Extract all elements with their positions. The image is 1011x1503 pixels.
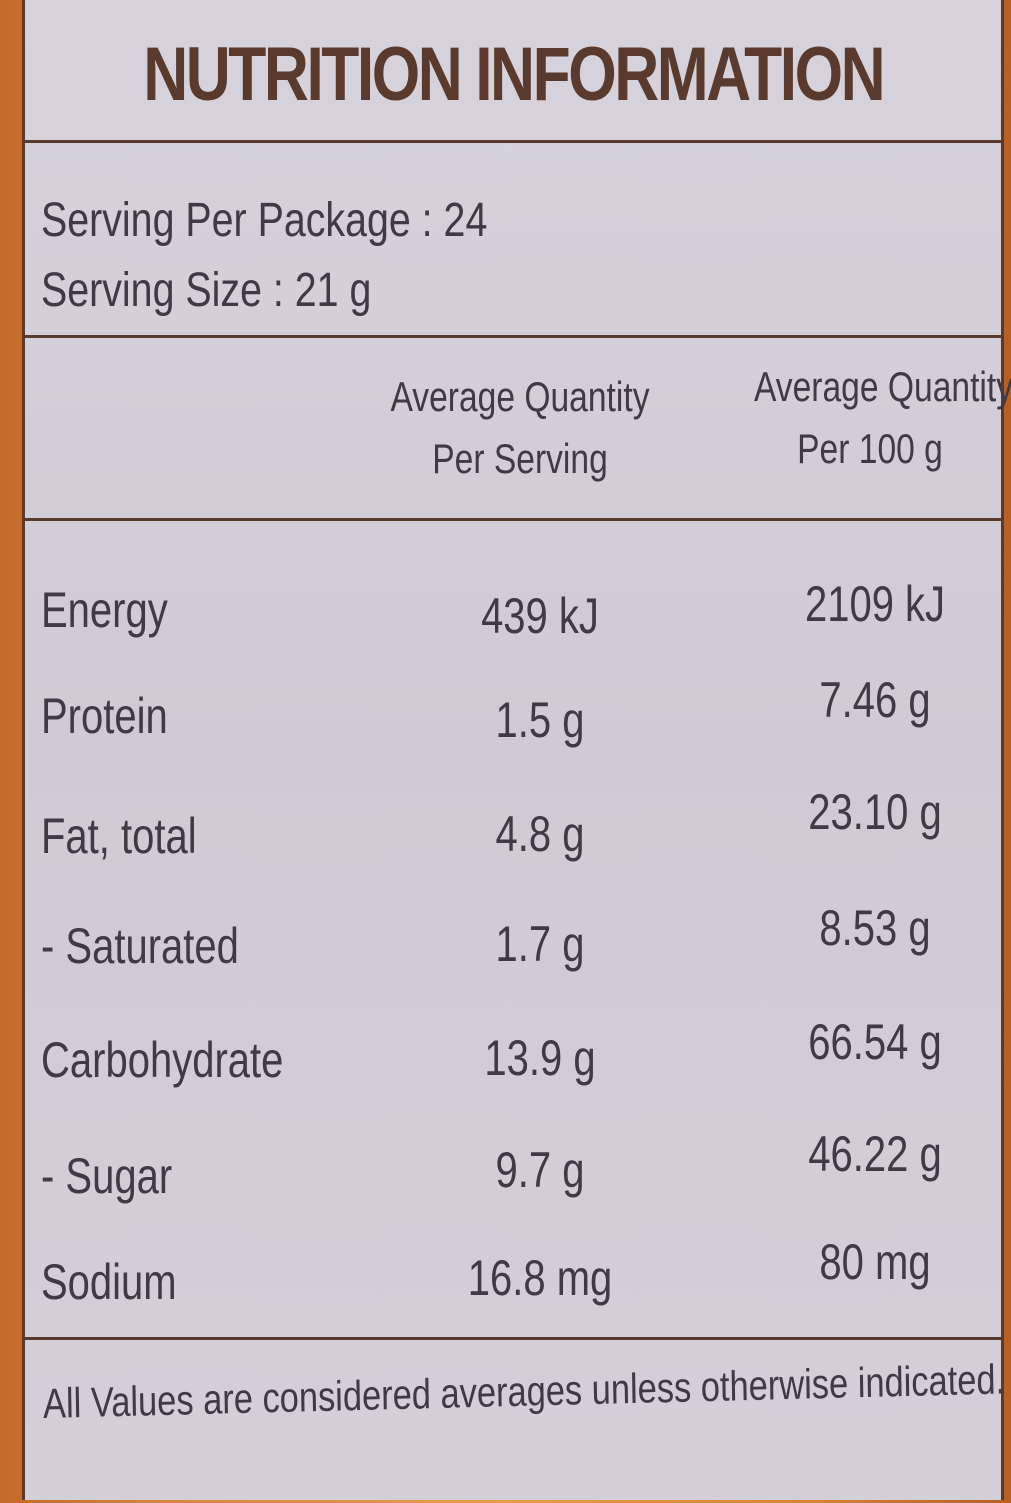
servings-per-package: Serving Per Package : 24 bbox=[41, 194, 488, 247]
value-per-serving: 439 kJ bbox=[481, 588, 599, 644]
label-title: NUTRITION INFORMATION bbox=[143, 31, 885, 117]
table-row: Fat, total 4.8 g 23.10 g bbox=[25, 783, 1001, 895]
nutrient-name: - Sugar bbox=[41, 1148, 173, 1204]
nutrition-label-panel: NUTRITION INFORMATION Serving Per Packag… bbox=[22, 0, 1011, 1503]
footer-text: All Values are considered averages unles… bbox=[42, 1355, 1006, 1427]
value-per-serving: 4.8 g bbox=[495, 806, 585, 862]
title-row: NUTRITION INFORMATION bbox=[25, 8, 1001, 143]
value-per-serving: 1.5 g bbox=[495, 692, 585, 748]
value-per-100g: 46.22 g bbox=[808, 1126, 942, 1182]
value-per-100g: 2109 kJ bbox=[804, 576, 946, 632]
nutrient-name: - Saturated bbox=[41, 918, 239, 974]
column-header-per-100g-line2: Per 100 g bbox=[797, 425, 943, 472]
value-per-serving: 9.7 g bbox=[495, 1142, 585, 1198]
value-per-serving: 16.8 mg bbox=[467, 1250, 613, 1306]
value-per-100g: 23.10 g bbox=[808, 784, 942, 840]
value-per-100g: 8.53 g bbox=[819, 900, 931, 956]
column-header-per-100g-line1: Average Quantity bbox=[754, 363, 1011, 410]
footer-note: All Values are considered averages unles… bbox=[25, 1337, 1006, 1503]
serving-info: Serving Per Package : 24 Serving Size : … bbox=[25, 143, 1001, 338]
serving-size: Serving Size : 21 g bbox=[41, 264, 372, 317]
value-per-100g: 7.46 g bbox=[819, 672, 931, 728]
column-header-per-serving: Average Quantity Per Serving bbox=[388, 366, 652, 490]
nutrient-name: Energy bbox=[41, 582, 168, 638]
table-row: - Sugar 9.7 g 46.22 g bbox=[25, 1117, 1001, 1229]
value-per-100g: 80 mg bbox=[819, 1234, 931, 1290]
nutrient-table: Energy 439 kJ 2109 kJ Protein 1.5 g 7.46… bbox=[25, 521, 1001, 1337]
nutrient-name: Protein bbox=[41, 688, 168, 744]
nutrient-name: Sodium bbox=[41, 1254, 177, 1310]
table-row: Carbohydrate 13.9 g 66.54 g bbox=[25, 1005, 1001, 1117]
value-per-serving: 13.9 g bbox=[484, 1030, 596, 1086]
column-header-per-serving-line2: Per Serving bbox=[432, 435, 608, 482]
table-row: Energy 439 kJ 2109 kJ bbox=[25, 561, 1001, 673]
table-row: - Saturated 1.7 g 8.53 g bbox=[25, 893, 1001, 1005]
value-per-serving: 1.7 g bbox=[495, 916, 585, 972]
nutrient-name: Carbohydrate bbox=[41, 1032, 284, 1088]
value-per-100g: 66.54 g bbox=[808, 1014, 942, 1070]
table-row: Protein 1.5 g 7.46 g bbox=[25, 671, 1001, 783]
column-header-per-100g: Average Quantity Per 100 g bbox=[754, 356, 1011, 480]
table-row: Sodium 16.8 mg 80 mg bbox=[25, 1227, 1001, 1339]
column-headers: Average Quantity Per Serving Average Qua… bbox=[25, 338, 1011, 521]
column-header-per-serving-line1: Average Quantity bbox=[390, 373, 650, 420]
nutrient-name: Fat, total bbox=[41, 808, 197, 864]
